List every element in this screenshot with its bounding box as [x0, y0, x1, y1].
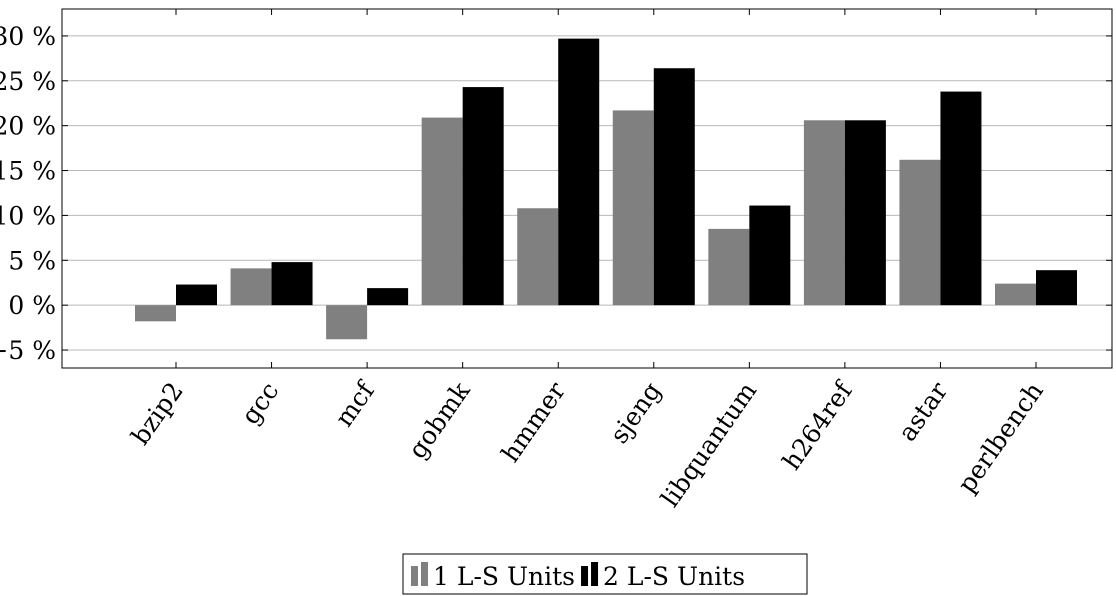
bars	[135, 38, 1077, 340]
y-tick-label: 15 %	[0, 157, 56, 186]
x-category-label: mcf	[329, 375, 381, 432]
bar-hmmer-1	[517, 208, 559, 306]
x-category-label: gobmk	[403, 376, 477, 464]
bar-perlbench-1	[995, 283, 1036, 306]
bar-libquantum-1	[708, 228, 750, 306]
y-tick-label: 20 %	[0, 112, 56, 141]
legend-swatch-1	[411, 562, 428, 586]
x-category-label: hmmer	[496, 377, 572, 468]
x-category-label: libquantum	[655, 377, 762, 513]
bar-hmmer-2	[558, 38, 600, 306]
legend-box	[402, 553, 808, 595]
bar-mcf-2	[367, 288, 409, 306]
y-tick-label: −5 %	[0, 336, 56, 365]
legend-label-2: 2 L-S Units	[603, 562, 745, 591]
x-category-label: gcc	[235, 377, 284, 430]
x-category-label: bzip2	[126, 377, 189, 450]
y-tick-label: 10 %	[0, 201, 56, 230]
x-category-label: sjeng	[604, 377, 666, 449]
bar-sjeng-1	[612, 110, 654, 306]
axes	[61, 8, 1113, 369]
bar-mcf-1	[326, 305, 368, 340]
x-category-label: astar	[893, 377, 954, 447]
bar-perlbench-2	[1036, 270, 1077, 306]
plot-frame	[61, 8, 1113, 369]
bar-libquantum-2	[749, 205, 791, 306]
legend: 1 L-S Units 2 L-S Units	[402, 553, 808, 595]
bar-astar-2	[940, 91, 982, 306]
y-tick-label: 25 %	[0, 67, 56, 96]
y-tick-label: 30 %	[0, 22, 56, 51]
bar-astar-1	[899, 159, 941, 306]
x-category-label: perlbench	[952, 377, 1049, 498]
legend-label-1: 1 L-S Units	[433, 562, 575, 591]
bar-h264ref-2	[844, 120, 886, 306]
bar-bzip2-1	[135, 305, 176, 322]
y-tick-labels: −5 % 0 % 5 % 10 % 15 % 20 % 25 % 30 %	[0, 22, 56, 365]
x-category-label: h264ref	[777, 375, 859, 475]
legend-swatch-2	[581, 562, 599, 586]
bar-h264ref-1	[803, 120, 845, 306]
bar-gcc-2	[271, 262, 313, 306]
bar-bzip2-2	[176, 284, 217, 306]
y-tick-label: 5 %	[8, 246, 56, 275]
bar-gcc-1	[230, 268, 272, 306]
y-tick-label: 0 %	[8, 291, 56, 320]
bar-gobmk-2	[462, 87, 504, 306]
bar-gobmk-1	[421, 117, 463, 306]
bar-sjeng-2	[653, 68, 695, 306]
